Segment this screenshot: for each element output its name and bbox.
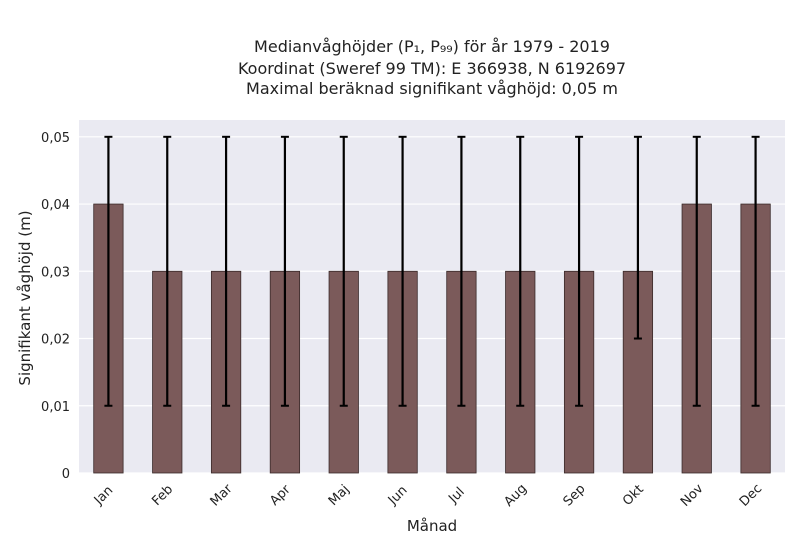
x-tick-label: Mar xyxy=(208,481,236,509)
x-tick-label: Nov xyxy=(678,481,707,510)
x-axis-label: Månad xyxy=(407,517,457,535)
x-tick-label: Feb xyxy=(149,482,176,509)
x-tick-label: Jun xyxy=(385,483,411,509)
y-axis-label: Signifikant våghöjd (m) xyxy=(16,210,34,385)
y-tick-label: 0 xyxy=(62,467,70,482)
plot-area: 0 0,01 0,02 0,03 0,04 0,05 Jan Feb Mar Apr Maj Jun J… xyxy=(41,120,785,510)
y-tick-label: 0,05 xyxy=(41,131,70,146)
plot-background xyxy=(79,120,785,473)
y-tick-label: 0,01 xyxy=(41,400,70,415)
x-tick-label: Aug xyxy=(501,481,530,510)
x-tick-label: Apr xyxy=(267,482,294,509)
x-tick-label: Dec xyxy=(737,481,765,509)
x-tick-label: Jan xyxy=(91,483,116,508)
x-tick-label: Jul xyxy=(445,485,467,507)
chart-title-line-3: Maximal beräknad signifikant våghöjd: 0,… xyxy=(246,79,618,98)
chart-title-line-1: Medianvåghöjder (P₁, P₉₉) för år 1979 - … xyxy=(254,37,610,56)
y-tick-label: 0,02 xyxy=(41,333,70,348)
x-tick-label: Maj xyxy=(326,482,353,509)
y-tick-label: 0,03 xyxy=(41,265,70,280)
x-tick-label: Okt xyxy=(620,482,647,509)
y-tick-label: 0,04 xyxy=(41,198,70,213)
chart-title-line-2: Koordinat (Sweref 99 TM): E 366938, N 61… xyxy=(238,59,626,78)
x-tick-label: Sep xyxy=(561,482,589,510)
